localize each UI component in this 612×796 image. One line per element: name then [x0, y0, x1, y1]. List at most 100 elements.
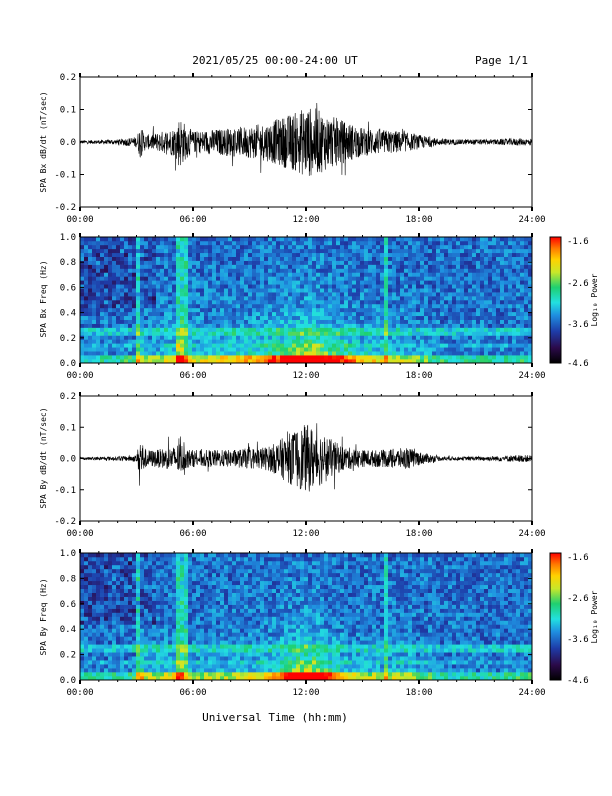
heatmap-cell: [204, 672, 208, 676]
heatmap-cell: [356, 332, 360, 336]
heatmap-cell: [272, 324, 276, 328]
heatmap-cell: [132, 577, 136, 581]
heatmap-cell: [260, 269, 264, 273]
heatmap-cell: [148, 280, 152, 284]
heatmap-cell: [88, 292, 92, 296]
heatmap-cell: [160, 316, 164, 320]
heatmap-cell: [84, 620, 88, 624]
heatmap-cell: [188, 269, 192, 273]
heatmap-cell: [180, 245, 184, 249]
heatmap-cell: [188, 577, 192, 581]
heatmap-cell: [392, 308, 396, 312]
heatmap-cell: [184, 328, 188, 332]
heatmap-cell: [168, 593, 172, 597]
heatmap-cell: [204, 237, 208, 241]
heatmap-cell: [492, 261, 496, 265]
heatmap-cell: [416, 296, 420, 300]
heatmap-cell: [268, 253, 272, 257]
heatmap-cell: [172, 632, 176, 636]
heatmap-cell: [192, 343, 196, 347]
heatmap-cell: [220, 660, 224, 664]
heatmap-cell: [104, 648, 108, 652]
heatmap-cell: [192, 636, 196, 640]
heatmap-cell: [492, 272, 496, 276]
heatmap-cell: [360, 245, 364, 249]
heatmap-cell: [104, 355, 108, 359]
heatmap-cell: [92, 237, 96, 241]
heatmap-cell: [308, 280, 312, 284]
heatmap-cell: [284, 292, 288, 296]
heatmap-cell: [92, 577, 96, 581]
heatmap-cell: [488, 296, 492, 300]
heatmap-cell: [504, 335, 508, 339]
heatmap-cell: [264, 351, 268, 355]
heatmap-cell: [188, 296, 192, 300]
heatmap-cell: [396, 351, 400, 355]
heatmap-cell: [244, 308, 248, 312]
heatmap-cell: [252, 276, 256, 280]
heatmap-cell: [292, 300, 296, 304]
heatmap-cell: [184, 265, 188, 269]
heatmap-cell: [92, 601, 96, 605]
heatmap-cell: [424, 343, 428, 347]
heatmap-cell: [428, 265, 432, 269]
heatmap-cell: [332, 335, 336, 339]
heatmap-cell: [216, 656, 220, 660]
heatmap-cell: [120, 624, 124, 628]
heatmap-cell: [424, 351, 428, 355]
heatmap-cell: [420, 292, 424, 296]
heatmap-cell: [160, 577, 164, 581]
heatmap-cell: [340, 261, 344, 265]
heatmap-cell: [300, 304, 304, 308]
heatmap-cell: [188, 620, 192, 624]
heatmap-cell: [240, 296, 244, 300]
heatmap-cell: [196, 288, 200, 292]
heatmap-cell: [476, 288, 480, 292]
heatmap-cell: [300, 288, 304, 292]
heatmap-cell: [464, 316, 468, 320]
heatmap-cell: [388, 272, 392, 276]
heatmap-cell: [216, 660, 220, 664]
heatmap-cell: [112, 304, 116, 308]
heatmap-cell: [124, 648, 128, 652]
heatmap-cell: [84, 628, 88, 632]
heatmap-cell: [96, 288, 100, 292]
heatmap-cell: [320, 261, 324, 265]
heatmap-cell: [96, 672, 100, 676]
heatmap-cell: [124, 585, 128, 589]
heatmap-cell: [284, 328, 288, 332]
heatmap-cell: [220, 652, 224, 656]
heatmap-cell: [212, 565, 216, 569]
heatmap-cell: [276, 280, 280, 284]
heatmap-cell: [452, 269, 456, 273]
heatmap-cell: [136, 351, 140, 355]
heatmap-cell: [328, 292, 332, 296]
heatmap-cell: [372, 308, 376, 312]
heatmap-cell: [188, 636, 192, 640]
heatmap-cell: [308, 276, 312, 280]
heatmap-cell: [168, 245, 172, 249]
heatmap-cell: [400, 265, 404, 269]
heatmap-cell: [144, 288, 148, 292]
heatmap-cell: [308, 347, 312, 351]
heatmap-cell: [504, 324, 508, 328]
heatmap-cell: [332, 316, 336, 320]
heatmap-cell: [120, 664, 124, 668]
heatmap-cell: [140, 332, 144, 336]
heatmap-cell: [92, 343, 96, 347]
heatmap-cell: [428, 339, 432, 343]
heatmap-cell: [472, 351, 476, 355]
panel-by-timeseries: SPA By dB/dt (nT/sec) -0.2-0.10.00.10.2 …: [39, 392, 546, 539]
heatmap-cell: [136, 557, 140, 561]
heatmap-cell: [416, 328, 420, 332]
heatmap-cell: [444, 249, 448, 253]
heatmap-cell: [192, 332, 196, 336]
heatmap-cell: [188, 284, 192, 288]
heatmap-cell: [264, 328, 268, 332]
heatmap-cell: [484, 245, 488, 249]
heatmap-cell: [180, 628, 184, 632]
heatmap-cell: [376, 249, 380, 253]
heatmap-cell: [88, 640, 92, 644]
heatmap-cell: [172, 237, 176, 241]
heatmap-cell: [144, 613, 148, 617]
